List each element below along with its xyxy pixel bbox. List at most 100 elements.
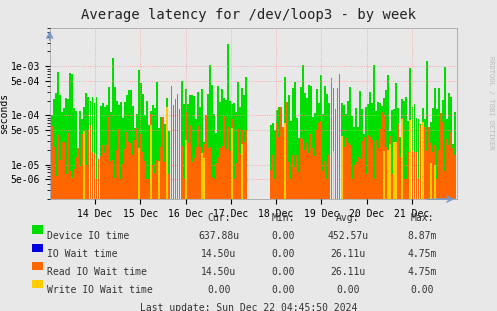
Bar [432,152,434,311]
Bar [393,109,395,311]
Bar [340,138,342,311]
Bar [408,121,410,311]
Bar [347,101,348,311]
Bar [410,131,412,311]
Bar [242,130,243,311]
Bar [359,160,361,311]
Bar [108,117,110,311]
Bar [395,83,397,311]
Bar [323,171,324,311]
Text: Read IO Wait time: Read IO Wait time [47,267,147,277]
Bar [389,136,391,311]
Bar [168,132,170,311]
Bar [334,109,336,311]
Bar [217,157,219,311]
Bar [329,103,331,311]
Text: 0.00: 0.00 [271,267,295,277]
Bar [327,94,329,311]
Bar [161,147,162,311]
Bar [154,173,156,311]
Bar [229,151,231,311]
Bar [221,89,223,311]
Bar [355,108,357,311]
Bar [342,147,344,311]
Bar [53,99,55,311]
Bar [172,105,174,311]
Bar [99,156,101,311]
Bar [421,108,423,311]
Text: Device IO time: Device IO time [47,231,129,241]
Bar [199,107,201,311]
Bar [302,139,304,311]
Bar [57,135,59,311]
Bar [53,147,55,311]
Bar [82,134,83,311]
Bar [442,122,444,311]
Bar [238,81,239,311]
Bar [306,98,308,311]
Bar [246,77,248,311]
Bar [191,162,193,311]
Text: RRDTOOL / TOBI OETIKER: RRDTOOL / TOBI OETIKER [488,56,494,149]
Bar [83,131,85,311]
Bar [97,159,99,311]
Bar [99,106,101,311]
Bar [112,58,114,311]
Bar [76,111,77,311]
Bar [276,109,278,311]
Bar [85,165,87,311]
Bar [193,96,195,311]
Bar [270,170,272,311]
Bar [336,159,338,311]
Bar [444,171,446,311]
Bar [57,72,59,311]
Bar [286,126,288,311]
Bar [448,145,450,311]
Bar [381,112,383,311]
Bar [353,127,355,311]
Bar [219,102,221,311]
Bar [102,145,103,311]
Bar [223,116,225,311]
Bar [312,148,314,311]
Bar [89,101,91,311]
Bar [434,88,436,311]
Bar [323,114,324,311]
Bar [104,107,105,311]
Bar [389,144,391,311]
Bar [203,144,205,311]
Bar [389,131,391,311]
Bar [178,124,180,311]
Bar [361,141,363,311]
Bar [300,138,302,311]
Bar [304,151,306,311]
Bar [223,99,225,311]
Bar [168,174,170,311]
Bar [195,119,197,311]
Bar [97,163,99,311]
Bar [183,179,184,311]
Bar [442,100,444,311]
Bar [367,104,369,311]
Text: 452.57u: 452.57u [328,231,368,241]
Bar [95,179,97,311]
Bar [286,102,288,311]
Bar [434,165,436,311]
Bar [140,134,142,311]
Bar [187,143,188,311]
Bar [91,97,93,311]
Bar [211,85,213,311]
Bar [310,134,312,311]
Bar [325,161,327,311]
Bar [159,166,160,311]
Text: Last update: Sun Dec 22 04:45:50 2024: Last update: Sun Dec 22 04:45:50 2024 [140,303,357,311]
Bar [233,103,235,311]
Bar [321,121,322,311]
Bar [450,97,452,311]
Bar [414,152,415,311]
Bar [304,93,306,311]
Bar [59,95,61,311]
Bar [231,104,233,311]
Bar [221,146,223,311]
Text: Max:: Max: [411,213,434,223]
